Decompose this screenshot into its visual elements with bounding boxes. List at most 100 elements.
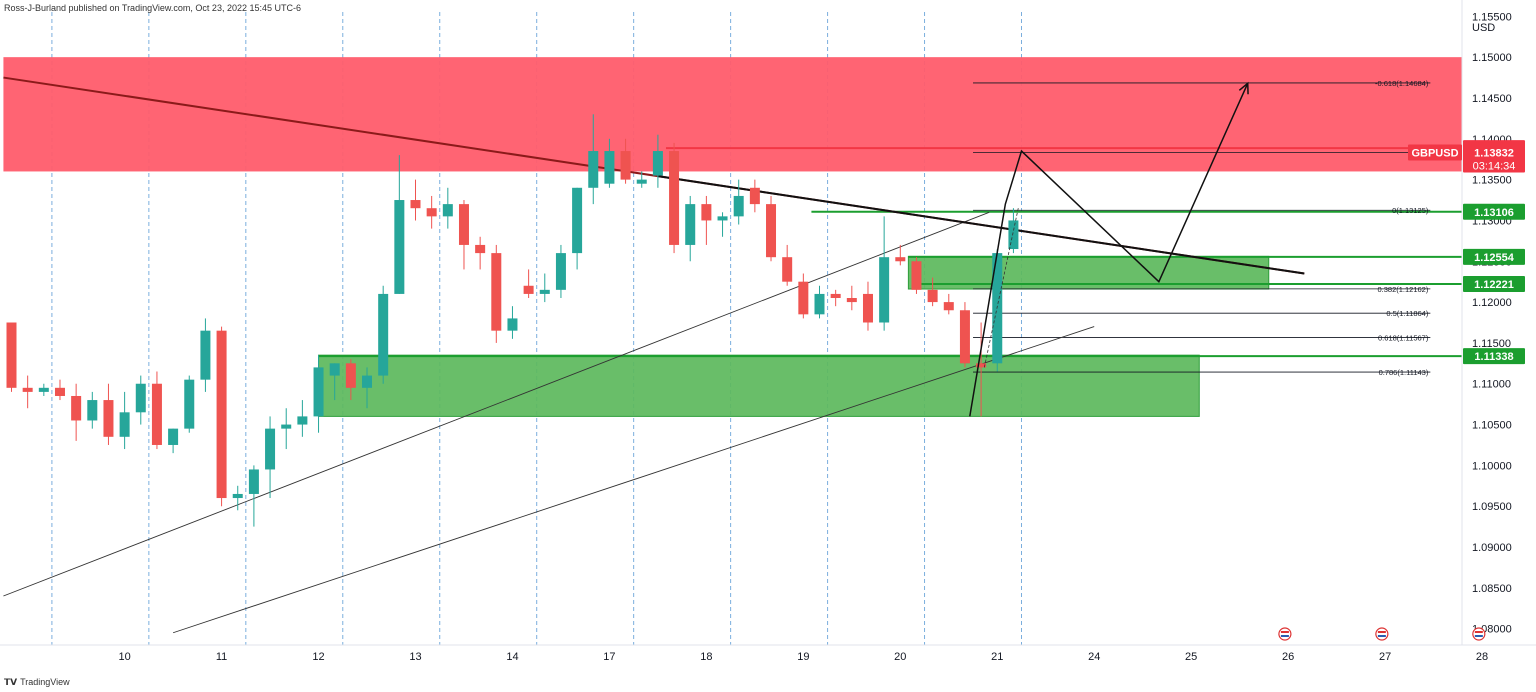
projection-path xyxy=(969,81,1249,417)
candle-down xyxy=(701,204,712,221)
price-tick-label: 1.13500 xyxy=(1472,175,1512,187)
candles xyxy=(6,114,1019,527)
candle-up xyxy=(329,363,340,376)
price-tick-label: 1.12000 xyxy=(1472,297,1512,309)
price-tick-label: 1.09500 xyxy=(1472,501,1512,513)
price-tick-label: 1.11000 xyxy=(1472,379,1511,391)
candle-down xyxy=(410,200,421,209)
fib-label: -0.618(1.14684) xyxy=(1375,79,1429,88)
level-tag: 1.13106 xyxy=(1474,207,1514,219)
flag-stripe xyxy=(1474,635,1483,637)
candle-up xyxy=(1008,220,1019,250)
time-tick-label: 20 xyxy=(894,651,906,663)
candle-up xyxy=(604,151,615,184)
time-tick-label: 21 xyxy=(991,651,1003,663)
candle-up xyxy=(248,469,259,494)
flag-stripe xyxy=(1280,635,1289,637)
candle-down xyxy=(911,261,922,290)
projection-arrowhead xyxy=(1238,81,1249,95)
candle-up xyxy=(378,293,389,376)
candle-down xyxy=(620,151,631,180)
flag-ring xyxy=(1375,627,1389,641)
resistance-zone xyxy=(3,57,1462,172)
level-tag: 1.12221 xyxy=(1474,279,1514,291)
projection-line xyxy=(969,82,1249,417)
candle-down xyxy=(458,204,469,245)
candle-down xyxy=(927,289,938,303)
us-flag-icon xyxy=(1375,627,1389,641)
price-tick-label: 1.10000 xyxy=(1472,460,1512,472)
level-tag-bg xyxy=(1463,203,1525,220)
candle-down xyxy=(151,383,162,445)
flag-stripe xyxy=(1474,631,1483,633)
time-tick-label: 19 xyxy=(797,651,809,663)
currency-label: USD xyxy=(1472,22,1495,34)
candle-up xyxy=(879,257,890,323)
price-tick-label: 1.08500 xyxy=(1472,583,1512,595)
trendline-support-1 xyxy=(3,211,990,597)
symbol-tag: GBPUSD xyxy=(1411,148,1458,160)
candle-down xyxy=(54,387,65,396)
candle-down xyxy=(71,395,82,421)
candle-down xyxy=(830,293,841,299)
economic-event-flags[interactable] xyxy=(1278,627,1486,641)
price-tick-label: 1.11500 xyxy=(1472,338,1511,350)
candle-up xyxy=(588,151,599,188)
fibonacci-retracement: -0.618(1.14684) 0(1.13125) 0.382(1.12162) 0… xyxy=(973,79,1462,377)
candle-up xyxy=(168,428,179,445)
time-tick-label: 10 xyxy=(118,651,130,663)
time-tick-label: 26 xyxy=(1282,651,1294,663)
candle-up xyxy=(733,195,744,217)
candle-down xyxy=(959,310,970,364)
price-tick-label: 1.10500 xyxy=(1472,420,1512,432)
candle-up xyxy=(394,200,405,294)
tradingview-logo-icon: 𝗧𝗩 xyxy=(4,677,18,687)
time-tick-label: 28 xyxy=(1476,651,1488,663)
trendline-main-dark xyxy=(657,175,1305,275)
fib-label: 0.786(1.11143) xyxy=(1379,368,1429,377)
countdown-timer: 03:14:34 xyxy=(1473,161,1516,173)
time-tick-label: 13 xyxy=(409,651,421,663)
time-tick-label: 11 xyxy=(216,651,227,663)
brand-label: TradingView xyxy=(20,677,70,687)
candle-up xyxy=(119,412,130,437)
flag-stripe xyxy=(1280,631,1289,633)
price-tick-label: 1.09000 xyxy=(1472,542,1512,554)
candle-up xyxy=(135,383,146,413)
time-tick-label: 24 xyxy=(1088,651,1100,663)
price-tags: 1.138851.131061.125541.122211.113381.138… xyxy=(1408,140,1525,365)
candle-down xyxy=(846,298,857,303)
candle-down xyxy=(345,363,356,388)
trendlines xyxy=(3,76,1305,634)
candle-up xyxy=(685,204,696,245)
time-tick-label: 12 xyxy=(312,651,324,663)
tradingview-brand: 𝗧𝗩 TradingView xyxy=(4,677,70,688)
candle-up xyxy=(38,387,49,392)
flag-stripe xyxy=(1377,631,1386,633)
candle-down xyxy=(216,330,227,499)
candle-down xyxy=(862,293,873,323)
price-tick-label: 1.15000 xyxy=(1472,52,1512,64)
candle-up xyxy=(717,216,728,221)
candle-down xyxy=(798,281,809,315)
candle-up xyxy=(652,151,663,176)
time-axis[interactable]: 10 11 12 13 14 17 18 19 20 21 24 25 26 27 28 xyxy=(118,651,1488,663)
trendline-support-2 xyxy=(172,326,1095,634)
us-flag-icon xyxy=(1278,627,1292,641)
candle-down xyxy=(895,257,906,262)
candle-down xyxy=(669,151,680,245)
current-price-value: 1.13832 xyxy=(1474,148,1514,160)
flag-ring xyxy=(1278,627,1292,641)
candle-up xyxy=(265,428,276,470)
time-tick-label: 14 xyxy=(506,651,518,663)
candle-up xyxy=(184,379,195,429)
candle-up xyxy=(555,253,566,290)
price-axis[interactable]: USD 1.155001.150001.145001.140001.135001… xyxy=(1472,11,1512,635)
candle-down xyxy=(426,208,437,217)
time-tick-label: 17 xyxy=(603,651,615,663)
candle-up xyxy=(362,375,373,388)
candle-down xyxy=(491,253,502,331)
time-tick-label: 18 xyxy=(700,651,712,663)
time-tick-label: 27 xyxy=(1379,651,1391,663)
